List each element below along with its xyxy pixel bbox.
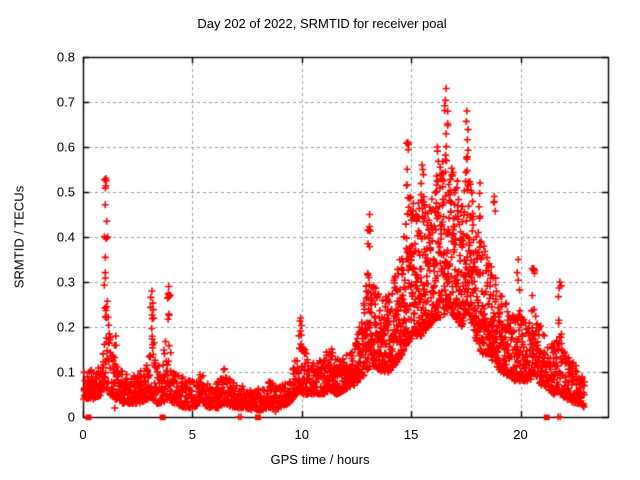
y-tick-label: 0.3 [56,274,75,290]
y-tick-label: 0.1 [56,364,75,380]
x-tick-label: 20 [513,427,528,442]
y-tick-label: 0.2 [56,319,75,335]
chart-title: Day 202 of 2022, SRMTID for receiver poa… [197,16,447,31]
x-tick-label: 10 [294,427,309,442]
y-tick-label: 0 [67,409,75,425]
y-tick-label: 0.4 [56,229,75,245]
x-tick-label: 0 [79,427,87,442]
x-axis-label: GPS time / hours [270,452,370,467]
y-tick-label: 0.8 [56,49,75,65]
x-tick-label: 5 [188,427,196,442]
x-tick-label: 15 [403,427,419,442]
y-tick-label: 0.5 [56,184,75,200]
y-tick-label: 0.7 [56,94,75,110]
y-tick-label: 0.6 [56,139,75,155]
